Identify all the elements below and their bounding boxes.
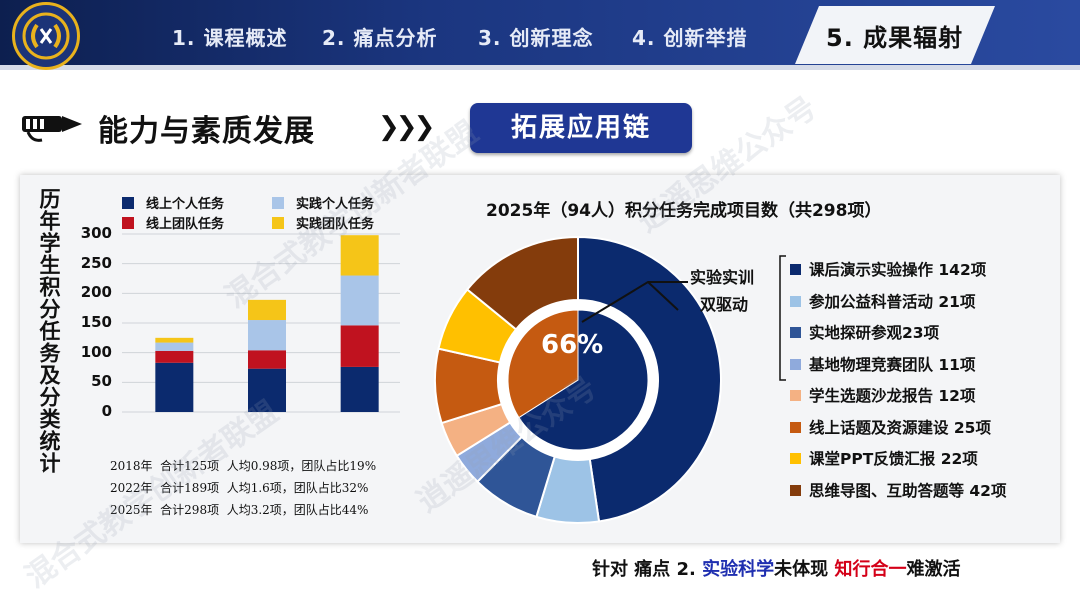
y-tick-label: 150 [80, 313, 112, 331]
legend-swatch [790, 295, 801, 307]
summary-line-2022: 2022年 合计189项 人均1.6项，团队占比32% [110, 481, 369, 495]
legend-swatch [790, 358, 801, 370]
y-tick-label: 50 [91, 372, 112, 391]
nav-item-measures[interactable]: 4. 创新举措 [632, 26, 748, 50]
donut-legend-item: 学生选题沙龙报告 12项 [790, 384, 975, 406]
legend-swatch [122, 197, 134, 209]
y-tick-label: 300 [80, 224, 112, 242]
summary-line-2025: 2025年 合计298项 人均3.2项，团队占比44% [110, 503, 369, 517]
y-tick-label: 100 [80, 342, 112, 361]
summary-line-2018: 2018年 合计125项 人均0.98项，团队占比19% [110, 459, 377, 473]
nav-item-results[interactable]: 5. 成果辐射 [826, 24, 964, 52]
donut-legend-item: 参加公益科普活动 21项 [790, 290, 975, 312]
donut-legend-item: 思维导图、互助答题等 42项 [790, 479, 1006, 501]
y-tick-label: 0 [101, 402, 112, 420]
donut-chart-title: 2025年（94人）积分任务完成项目数（共298项） [486, 201, 882, 221]
donut-legend-item: 课堂PPT反馈汇报 22项 [790, 447, 978, 469]
legend-label: 课后演示实验操作 142项 [809, 261, 987, 279]
legend-swatch [790, 390, 801, 401]
legend-swatch [790, 327, 801, 338]
bar-segment [248, 299, 286, 321]
donut-legend-item: 基地物理竞赛团队 11项 [790, 353, 975, 375]
legend-label: 参加公益科普活动 21项 [809, 292, 976, 311]
bar-segment [155, 362, 194, 412]
section-title: 能力与素质发展 [98, 114, 315, 149]
legend-label: 思维导图、互助答题等 42项 [809, 481, 1007, 500]
donut-center-label: 66% [541, 330, 604, 360]
y-tick-label: 200 [80, 283, 112, 302]
nav-item-concept[interactable]: 3. 创新理念 [478, 26, 594, 50]
legend-item: 实践个人任务 [272, 193, 374, 212]
footer-text: 难激活 [906, 559, 961, 580]
footer-note: 针对 痛点 2. 实验科学未体现 知行合一难激活 [592, 555, 960, 581]
legend-label: 基地物理竞赛团队 11项 [809, 355, 976, 374]
header-stripe [0, 65, 1080, 70]
bar-segment [155, 350, 194, 363]
footer-highlight: 知行合一 [834, 559, 907, 580]
legend-label: 实践团队任务 [296, 217, 375, 232]
legend-swatch [790, 264, 801, 275]
y-tick-label: 250 [80, 253, 112, 272]
triple-chevron-icon: ❯❯❯ [378, 112, 435, 142]
donut-legend-item: 线上话题及资源建设 25项 [790, 416, 991, 438]
legend-swatch [790, 421, 801, 433]
university-logo [12, 2, 80, 70]
legend-item: 线上个人任务 [122, 193, 224, 212]
callout-label: 双驱动 [700, 295, 749, 314]
legend-label: 线上话题及资源建设 25项 [809, 418, 991, 437]
nav-item-pain-points[interactable]: 2. 痛点分析 [322, 26, 438, 50]
donut-legend-item: 实地探研参观23项 [790, 321, 939, 343]
nav-active-highlight [795, 6, 995, 64]
pen-icon [22, 116, 82, 142]
bar-segment [155, 337, 194, 343]
bar-segment [340, 235, 379, 276]
legend-item: 线上团队任务 [122, 213, 224, 232]
legend-label: 学生选题沙龙报告 12项 [809, 387, 976, 405]
bar-segment [340, 275, 379, 326]
legend-swatch [790, 453, 801, 464]
callout-leader-line [647, 281, 679, 311]
legend-swatch [272, 197, 284, 209]
legend-label: 线上团队任务 [146, 217, 225, 232]
legend-label: 实地探研参观23项 [809, 324, 940, 342]
bar-segment [340, 325, 379, 367]
legend-swatch [272, 217, 284, 229]
bar-segment [248, 320, 286, 351]
bar-segment [340, 366, 379, 412]
legend-swatch [790, 484, 801, 496]
bar-chart-title: 历年学生积分任务及分类统计 [37, 188, 61, 474]
legend-label: 实践个人任务 [296, 197, 375, 212]
footer-highlight: 实验科学 [702, 559, 775, 580]
legend-label: 线上个人任务 [146, 197, 225, 212]
legend-bracket [779, 255, 786, 381]
footer-text: 未体现 [774, 559, 835, 580]
bar-segment [248, 368, 286, 412]
bar-segment [155, 342, 194, 351]
bar-segment [248, 350, 286, 369]
donut-legend-item: 课后演示实验操作 142项 [790, 258, 986, 280]
legend-label: 课堂PPT反馈汇报 22项 [809, 450, 978, 468]
callout-label: 实验实训 [690, 268, 755, 287]
section-tab[interactable]: 拓展应用链 [470, 103, 692, 153]
nav-item-overview[interactable]: 1. 课程概述 [172, 26, 288, 50]
footer-text: 针对 痛点 2. [592, 559, 703, 580]
legend-item: 实践团队任务 [272, 213, 374, 232]
donut-inner-slice [507, 309, 579, 419]
legend-swatch [122, 217, 134, 229]
